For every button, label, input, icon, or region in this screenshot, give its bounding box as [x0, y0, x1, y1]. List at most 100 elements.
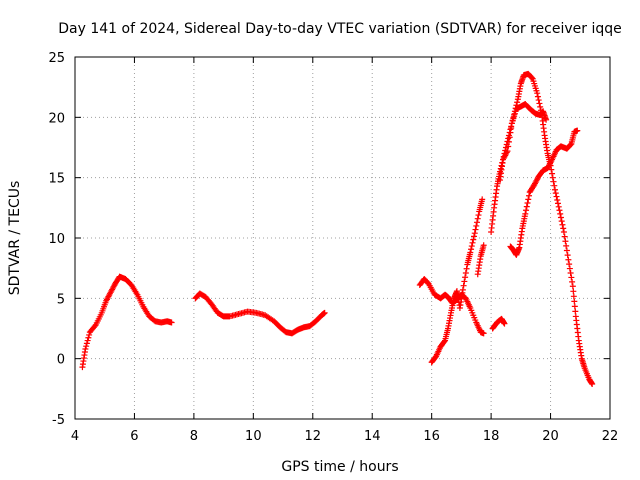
data-point	[461, 278, 468, 285]
data-point	[526, 192, 533, 199]
series-arc-6	[489, 315, 508, 332]
data-point	[548, 166, 555, 173]
data-point	[571, 298, 578, 305]
y-tick-label: -5	[52, 413, 65, 428]
data-point	[462, 274, 469, 281]
data-point	[507, 129, 514, 136]
data-point	[472, 226, 479, 233]
chart-title: Day 141 of 2024, Sidereal Day-to-day VTE…	[58, 21, 622, 37]
data-point	[564, 252, 571, 259]
y-tick-label: 5	[57, 292, 65, 307]
data-point	[469, 239, 476, 246]
data-point	[471, 233, 478, 240]
data-point	[554, 196, 561, 203]
data-point	[559, 221, 566, 228]
data-point	[555, 203, 562, 210]
data-point	[570, 288, 577, 295]
x-tick-label: 6	[130, 429, 138, 444]
data-point	[528, 74, 535, 81]
data-point	[474, 215, 481, 222]
data-point	[569, 278, 576, 285]
data-point	[567, 269, 574, 276]
data-point	[562, 238, 569, 245]
data-point	[589, 381, 596, 388]
data-point	[479, 196, 486, 203]
y-tick-label: 10	[48, 232, 65, 247]
data-point	[574, 127, 581, 134]
x-tick-label: 20	[542, 429, 559, 444]
series-arc-8	[497, 101, 550, 184]
data-point	[86, 331, 93, 338]
data-point	[561, 233, 568, 240]
data-point	[470, 236, 477, 243]
x-tick-label: 8	[190, 429, 198, 444]
data-point	[462, 269, 469, 276]
data-point	[563, 242, 570, 249]
data-point	[83, 343, 90, 350]
data-point	[557, 214, 564, 221]
marks-layer	[79, 70, 596, 388]
data-point	[552, 190, 559, 197]
data-point	[552, 186, 559, 193]
data-point	[168, 319, 175, 326]
series-arc-1	[79, 273, 175, 371]
data-point	[468, 246, 475, 253]
data-point	[83, 340, 90, 347]
series-arc-2	[192, 290, 328, 337]
data-point	[91, 323, 98, 330]
data-point	[82, 346, 89, 353]
data-point	[549, 170, 556, 177]
data-point	[514, 99, 521, 106]
data-point	[84, 337, 91, 344]
data-point	[460, 282, 467, 289]
data-point	[557, 210, 564, 217]
y-tick-label: 20	[48, 111, 65, 126]
data-point	[572, 308, 579, 315]
data-point	[566, 261, 573, 268]
data-point	[505, 143, 512, 150]
data-point	[524, 200, 531, 207]
data-point	[556, 207, 563, 214]
data-point	[501, 320, 508, 327]
data-point	[467, 249, 474, 256]
data-point	[566, 265, 573, 272]
data-point	[525, 196, 532, 203]
data-point	[471, 230, 478, 237]
y-tick-label: 25	[48, 51, 65, 66]
data-point	[551, 182, 558, 189]
data-point	[522, 210, 529, 217]
data-point	[553, 193, 560, 200]
y-tick-labels: -5 0 5 10 15 20 25	[48, 51, 65, 428]
data-point	[554, 200, 561, 207]
x-tick-label: 22	[602, 429, 619, 444]
x-tick-label: 4	[71, 429, 79, 444]
data-point	[567, 141, 574, 148]
data-point	[534, 90, 541, 97]
data-point	[571, 303, 578, 310]
data-point	[321, 309, 328, 316]
data-point	[505, 135, 512, 142]
data-point	[549, 174, 556, 181]
data-point	[473, 219, 480, 226]
data-point	[565, 256, 572, 263]
x-tick-label: 12	[305, 429, 322, 444]
data-point	[480, 330, 487, 337]
x-tick-label: 14	[364, 429, 381, 444]
axes-layer	[74, 56, 611, 420]
y-tick-label: 0	[57, 353, 65, 368]
data-point	[523, 207, 530, 214]
data-point	[441, 338, 448, 345]
data-point	[568, 274, 575, 281]
data-point	[459, 286, 466, 293]
data-point	[523, 203, 530, 210]
data-point	[480, 242, 487, 249]
data-point	[563, 247, 570, 254]
data-point	[506, 134, 513, 141]
data-point	[570, 293, 577, 300]
series-arc-4	[428, 196, 486, 366]
y-axis-label: SDTVAR / TECUs	[7, 181, 23, 296]
x-tick-label: 10	[245, 429, 262, 444]
data-point	[543, 116, 550, 123]
data-point	[85, 334, 92, 341]
